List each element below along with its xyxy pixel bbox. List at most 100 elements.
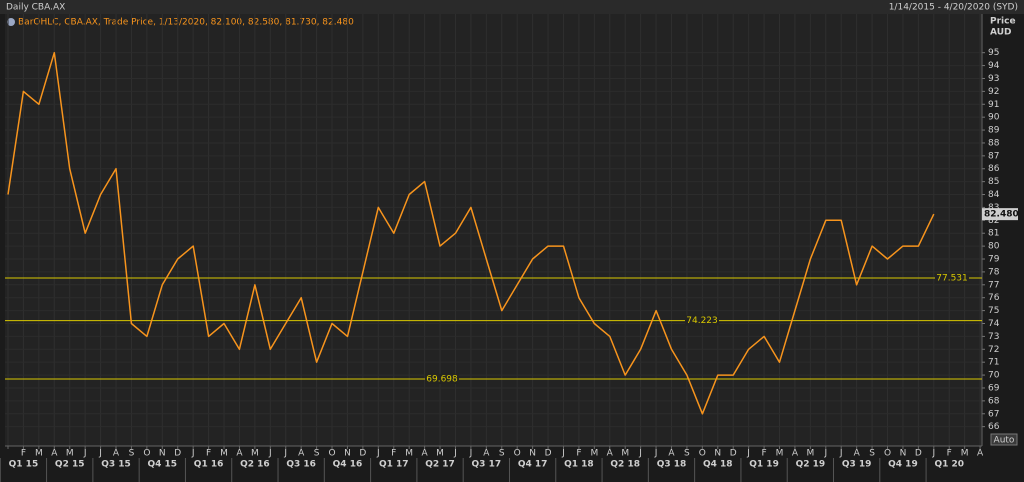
y-tick-label: 67	[988, 409, 999, 419]
x-tick-label: M	[220, 449, 228, 459]
quarter-label: Q1 18	[564, 460, 594, 470]
x-tick-label: A	[854, 449, 861, 459]
y-tick-label: 90	[988, 113, 1000, 123]
x-tick-label: A	[422, 449, 429, 459]
quarter-label: Q1 19	[749, 460, 779, 470]
y-tick-label: 93	[988, 74, 999, 84]
x-tick-label: A	[668, 449, 675, 459]
x-tick-label: N	[344, 449, 351, 459]
date-range: 1/14/2015 - 4/20/2020 (SYD)	[889, 3, 1018, 13]
quarter-label: Q1 17	[379, 460, 409, 470]
x-tick-label: O	[699, 449, 706, 459]
y-tick-label: 92	[988, 87, 999, 97]
x-tick-label: O	[884, 449, 891, 459]
x-tick-label: J	[931, 449, 935, 459]
x-tick-label: F	[21, 449, 26, 459]
y-tick-label: 74	[988, 319, 1000, 329]
y-tick-label: 77	[988, 280, 999, 290]
x-tick-label: S	[684, 449, 690, 459]
x-tick-label: N	[714, 449, 721, 459]
x-tick-label: J	[839, 449, 843, 459]
x-tick-label: J	[561, 449, 565, 459]
y-tick-label: 82	[988, 216, 999, 226]
quarter-label: Q4 17	[518, 460, 548, 470]
last-price-label: 82.480	[984, 210, 1019, 220]
x-tick-label: D	[730, 449, 737, 459]
x-tick-label: M	[806, 449, 814, 459]
y-tick-label: 80	[988, 242, 1000, 252]
y-tick-label: 78	[988, 267, 1000, 277]
x-tick-label: F	[947, 449, 952, 459]
x-tick-label: F	[761, 449, 766, 459]
y-tick-label: 69	[988, 383, 1000, 393]
reference-label: 69.698	[426, 374, 458, 384]
x-tick-label: M	[405, 449, 413, 459]
y-tick-label: 79	[988, 255, 1000, 265]
y-tick-label: 81	[988, 229, 999, 239]
x-tick-label: D	[174, 449, 181, 459]
quarter-label: Q2 19	[796, 460, 826, 470]
quarter-label: Q3 16	[286, 460, 316, 470]
x-tick-label: J	[654, 449, 658, 459]
quarter-label: Q4 15	[148, 460, 178, 470]
x-tick-label: F	[576, 449, 581, 459]
x-tick-label: D	[545, 449, 552, 459]
quarter-label: Q4 16	[333, 460, 363, 470]
y-tick-label: 87	[988, 151, 999, 161]
reference-label: 74.223	[686, 316, 718, 326]
chart-title: Daily CBA.AX	[6, 3, 65, 13]
y-tick-label: 75	[988, 306, 999, 316]
y-tick-label: 85	[988, 177, 999, 187]
quarter-label: Q3 17	[472, 460, 502, 470]
quarter-label: Q1 16	[194, 460, 224, 470]
x-tick-label: A	[792, 449, 799, 459]
x-tick-label: S	[129, 449, 135, 459]
quarter-label: Q3 15	[101, 460, 131, 470]
reference-label: 77.531	[936, 273, 968, 283]
x-tick-label: N	[529, 449, 536, 459]
x-tick-label: A	[236, 449, 243, 459]
x-tick-label: M	[776, 449, 784, 459]
y-tick-label: 66	[988, 422, 1000, 432]
x-tick-label: J	[376, 449, 380, 459]
x-tick-label: N	[900, 449, 907, 459]
quarter-label: Q4 18	[703, 460, 733, 470]
quarter-label: Q2 17	[425, 460, 455, 470]
x-tick-label: N	[159, 449, 166, 459]
y-tick-label: 83	[988, 203, 999, 213]
x-tick-label: J	[283, 449, 287, 459]
x-tick-label: M	[621, 449, 629, 459]
x-tick-label: M	[251, 449, 259, 459]
x-tick-label: J	[453, 449, 457, 459]
y-tick-label: 89	[988, 126, 1000, 136]
y-tick-label: 86	[988, 164, 1000, 174]
scale-mode[interactable]: Auto	[994, 436, 1015, 446]
quarter-label: Q2 16	[240, 460, 270, 470]
y-tick-label: 70	[988, 371, 1000, 381]
reference-label-bg	[425, 373, 459, 384]
x-tick-label: D	[915, 449, 922, 459]
y-axis-unit: AUD	[990, 28, 1011, 38]
y-tick-label: 71	[988, 358, 999, 368]
x-tick-label: S	[314, 449, 320, 459]
x-tick-label: O	[328, 449, 335, 459]
x-tick-label: J	[83, 449, 87, 459]
y-tick-label: 68	[988, 396, 1000, 406]
quarter-label: Q3 18	[657, 460, 687, 470]
x-tick-label: M	[66, 449, 74, 459]
quarter-label: Q2 15	[55, 460, 85, 470]
scale-button[interactable]	[990, 433, 1018, 446]
x-tick-label: A	[113, 449, 120, 459]
price-line	[7, 51, 935, 415]
x-tick-label: M	[590, 449, 598, 459]
x-tick-label: M	[961, 449, 969, 459]
x-tick-label: O	[514, 449, 521, 459]
x-tick-label: J	[98, 449, 102, 459]
x-tick-label: J	[638, 449, 642, 459]
y-tick-label: 73	[988, 332, 999, 342]
last-price-tag	[982, 208, 1018, 221]
x-tick-label: J	[268, 449, 272, 459]
y-tick-label: 95	[988, 48, 999, 58]
x-tick-label: A	[51, 449, 58, 459]
quarter-label: Q2 18	[610, 460, 640, 470]
